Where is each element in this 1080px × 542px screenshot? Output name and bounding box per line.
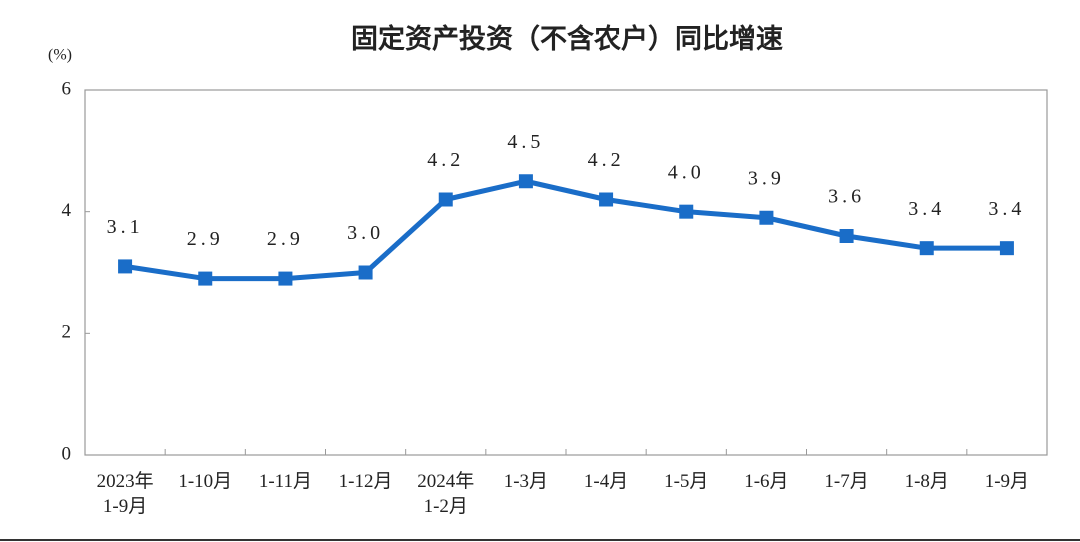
x-tick-label: 2024年 1-2月 (417, 471, 475, 517)
data-label: 4.0 (668, 161, 705, 183)
x-tick-label: 1-6月 (744, 471, 789, 492)
data-marker (599, 192, 614, 207)
chart-title: 固定资产投资（不含农户）同比增速 (351, 23, 783, 54)
data-line (124, 178, 1007, 282)
y-tick-label: 6 (62, 78, 72, 99)
x-tick-label: 1-9月 (984, 471, 1030, 492)
data-label: 2.9 (267, 228, 304, 250)
data-marker (919, 241, 934, 256)
data-marker (278, 271, 293, 286)
data-label: 3.9 (748, 167, 785, 189)
x-tick-label: 1-3月 (503, 471, 549, 492)
x-tick-label: 1-8月 (904, 471, 949, 492)
y-tick-label: 0 (62, 443, 72, 464)
data-label: 2.9 (187, 228, 224, 250)
data-marker (118, 259, 133, 274)
data-label: 3.0 (347, 222, 384, 244)
data-label: 4.5 (507, 131, 544, 153)
y-tick-label: 4 (62, 200, 72, 221)
data-marker (518, 174, 533, 189)
data-marker (438, 192, 453, 207)
data-marker (198, 271, 213, 286)
data-marker (759, 210, 774, 225)
data-marker (999, 241, 1014, 256)
data-label: 4.2 (427, 149, 464, 171)
data-label: 3.4 (908, 198, 945, 220)
x-tick-label: 1-7月 (824, 471, 869, 492)
x-tick-label: 1-4月 (583, 471, 629, 492)
data-marker (679, 204, 694, 219)
data-marker (839, 229, 854, 243)
x-tick-label: 1-5月 (664, 471, 709, 492)
x-tick-label: 1-10月 (178, 471, 233, 492)
data-label: 3.4 (988, 198, 1025, 220)
x-tick-label: 1-11月 (258, 471, 312, 492)
x-tick-label: 1-12月 (338, 471, 393, 492)
data-label: 4.2 (588, 149, 625, 171)
y-axis-label: (%) (48, 47, 72, 64)
data-label: 3.6 (828, 186, 865, 208)
data-marker (358, 265, 373, 280)
data-label: 3.1 (107, 216, 144, 238)
y-tick-label: 2 (62, 322, 72, 343)
plot-frame (84, 89, 1048, 456)
x-tick-label: 2023年 1-9月 (96, 471, 154, 517)
